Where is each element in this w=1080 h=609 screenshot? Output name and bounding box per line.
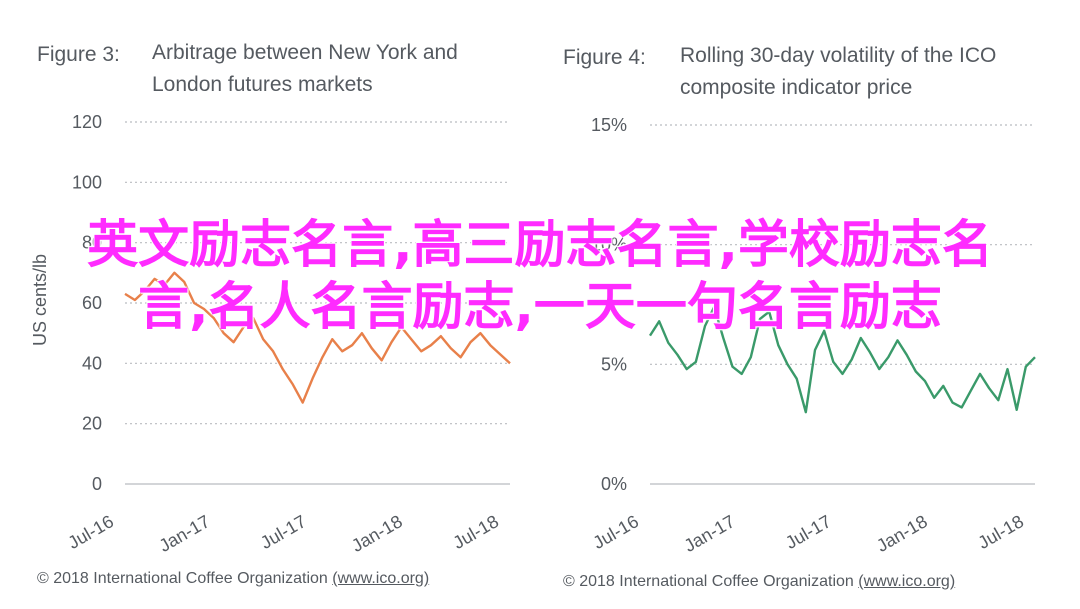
y-tick-label: 60 (82, 293, 102, 313)
figure-3-footer-text: © 2018 International Coffee Organization (37, 570, 328, 587)
x-tick-label: Jan-17 (681, 511, 739, 556)
figure-3-title: Arbitrage between New York and London fu… (152, 41, 458, 96)
x-tick-label: Jan-18 (348, 511, 406, 556)
figure-4-title: Rolling 30-day volatility of the ICO com… (680, 44, 997, 99)
x-tick-label: Jul-17 (782, 511, 834, 553)
y-tick-label: 0 (92, 474, 102, 494)
x-tick-label: Jul-16 (590, 511, 642, 553)
figure-3-footer: © 2018 International Coffee Organization… (37, 570, 429, 588)
figure-3-chart: 0 20 40 60 80 100 120 Jul-16 Jan-17 Jul-17 Jan-18 J… (30, 112, 511, 556)
figure-4-label: Figure 4: (563, 46, 646, 69)
x-tick-label: Jan-18 (873, 511, 931, 556)
y-axis-label: US cents/lb (30, 254, 50, 346)
y-tick-label: 40 (82, 353, 102, 373)
series-line-0 (648, 305, 1036, 414)
y-tick-label: 15% (591, 115, 627, 135)
x-tick-label: Jul-17 (257, 511, 309, 553)
series-line-0 (124, 271, 511, 404)
figure-3-panel: Figure 3: Arbitrage between New York and… (0, 0, 535, 609)
y-tick-label: 120 (72, 112, 102, 132)
figure-3-footer-link[interactable]: (www.ico.org) (332, 570, 430, 587)
x-tick-label: Jul-18 (450, 511, 502, 553)
figure-4-footer-link[interactable]: (www.ico.org) (858, 573, 956, 590)
y-tick-label: 10% (591, 235, 627, 255)
y-tick-label: 100 (72, 172, 102, 192)
overlay-caption: 英文励志名言,高三励志名言,学校励志名言,名人名言励志,一天一句名言励志 (87, 216, 993, 337)
x-tick-label: Jul-16 (65, 511, 117, 553)
y-tick-label: 0% (601, 474, 627, 494)
figure-4-panel: Figure 4: Rolling 30-day volatility of t… (535, 0, 1080, 609)
figure-3-label: Figure 3: (37, 43, 120, 66)
figure-4-footer: © 2018 International Coffee Organization… (563, 573, 955, 591)
y-tick-label: 20 (82, 414, 102, 434)
y-tick-label: 5% (601, 354, 627, 374)
y-tick-label: 80 (82, 233, 102, 253)
x-tick-label: Jul-18 (975, 511, 1027, 553)
figure-4-chart: 0% 5% 10% 15% Jul-16 Jan-17 Jul-17 Jan-18 Jul-18 (590, 115, 1036, 556)
x-tick-label: Jan-17 (156, 511, 214, 556)
figure-4-footer-text: © 2018 International Coffee Organization (563, 573, 854, 590)
